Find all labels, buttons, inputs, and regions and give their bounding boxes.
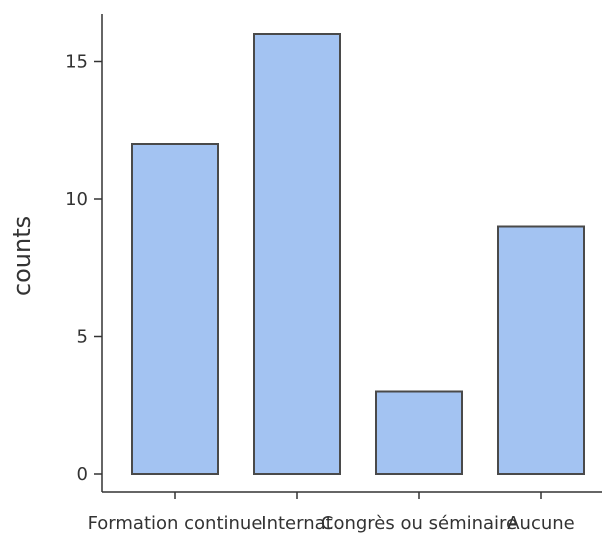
x-tick-label-3: Aucune (507, 513, 575, 534)
x-tick-label-1: Internat (261, 513, 332, 534)
bar-2 (375, 390, 463, 475)
x-tick-label-2: Congrès ou séminaire (321, 513, 517, 534)
bar-0 (131, 143, 219, 475)
y-tick-label-1: 5 (77, 327, 88, 348)
bars-group (131, 33, 585, 475)
y-tick-label-3: 15 (65, 52, 88, 73)
bar-3 (497, 225, 585, 475)
bar-1 (253, 33, 341, 475)
y-axis: 0 5 10 15 (65, 14, 103, 492)
x-tick-label-0: Formation continue (88, 513, 263, 534)
y-axis-label: counts (8, 216, 36, 296)
y-tick-label-0: 0 (77, 464, 88, 485)
y-tick-label-2: 10 (65, 189, 88, 210)
